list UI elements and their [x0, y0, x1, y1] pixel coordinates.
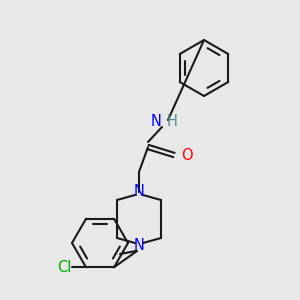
Text: N: N: [150, 115, 161, 130]
Text: H: H: [167, 115, 178, 130]
Text: N: N: [134, 238, 144, 253]
Text: Cl: Cl: [57, 260, 71, 275]
Text: O: O: [181, 148, 193, 163]
Text: N: N: [134, 184, 144, 200]
